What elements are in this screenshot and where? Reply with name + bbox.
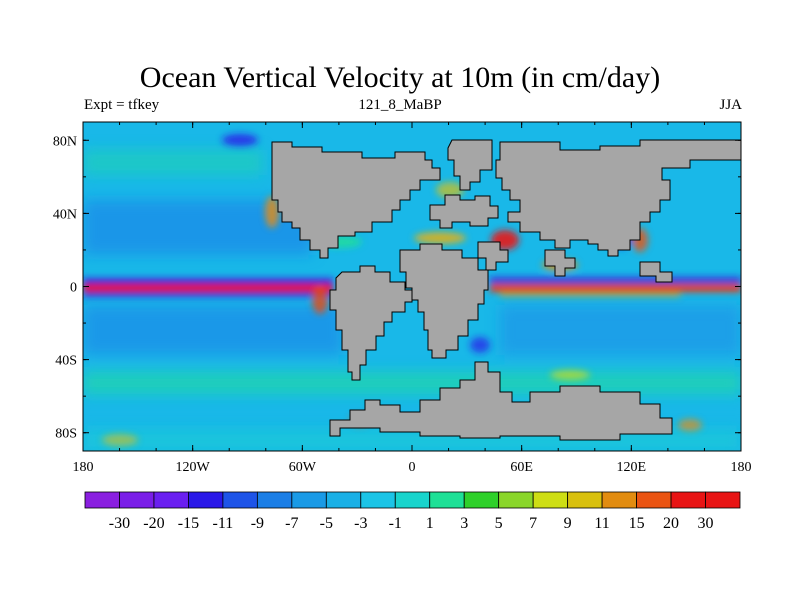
land-mask — [271, 139, 741, 441]
colorbar-box — [360, 491, 396, 509]
colorbar-label: -9 — [251, 515, 264, 532]
axis-ticks: 180 120W 60W 0 60E 120E 180 80N 40N 0 40S 80S — [53, 122, 752, 475]
season-label: JJA — [719, 97, 742, 113]
colorbar-box — [429, 491, 465, 509]
colorbar-label: 11 — [594, 515, 609, 532]
colorbar-box — [636, 491, 672, 509]
colorbar-box — [84, 491, 120, 509]
lon-tick-label: 180 — [73, 460, 94, 475]
colorbar-label: -5 — [320, 515, 333, 532]
landmass-eurasia — [495, 139, 741, 257]
colorbar-box — [498, 491, 534, 509]
colorbar-label: -11 — [213, 515, 234, 532]
landmass-arabia — [477, 241, 509, 271]
experiment-label: Expt = tfkey — [84, 97, 160, 113]
lat-tick-label: 80S — [55, 427, 77, 442]
colorbar-box — [222, 491, 258, 509]
landmass-greenland — [447, 139, 493, 191]
colorbar-label: -30 — [109, 515, 130, 532]
colorbar-label: -15 — [178, 515, 199, 532]
landmass-antarctica — [329, 361, 673, 441]
colorbar-box — [256, 491, 293, 509]
colorbar-box — [325, 491, 362, 509]
colorbar-label: -7 — [285, 515, 298, 532]
map-title: Ocean Vertical Velocity at 10m (in cm/da… — [139, 61, 661, 94]
lat-tick-label: 80N — [53, 134, 77, 149]
colorbar-box — [670, 491, 706, 509]
colorbar-label: 5 — [495, 515, 503, 532]
lon-tick-label: 60E — [510, 460, 533, 475]
lat-tick-label: 0 — [70, 281, 77, 296]
lon-tick-label: 60W — [289, 460, 317, 475]
landmass-south-america — [329, 265, 413, 381]
colorbar-label: -1 — [389, 515, 402, 532]
landmass-europe — [429, 194, 499, 229]
colorbar-label: 1 — [426, 515, 434, 532]
colorbar-label: 15 — [629, 515, 645, 532]
colorbar-label: 30 — [698, 515, 714, 532]
colorbar-box — [601, 491, 637, 509]
colorbar-box — [705, 491, 741, 509]
colorbar-box — [394, 491, 431, 509]
lon-tick-label: 0 — [409, 460, 416, 475]
lon-tick-label: 180 — [731, 460, 752, 475]
lon-tick-label: 120W — [176, 460, 211, 475]
velocity-field — [83, 122, 741, 451]
colorbar-label: -3 — [354, 515, 367, 532]
colorbar-label: 20 — [663, 515, 679, 532]
lat-tick-label: 40N — [53, 207, 77, 222]
colorbar-box — [463, 491, 500, 509]
colorbar-box — [291, 491, 327, 509]
period-label: 121_8_MaBP — [358, 97, 442, 113]
landmass-north-america — [271, 141, 441, 259]
landmass-southeast-asia — [639, 261, 673, 283]
colorbar-label: 7 — [529, 515, 537, 532]
colorbar-label: 9 — [564, 515, 572, 532]
colorbar-label: 3 — [460, 515, 468, 532]
colorbar-label: -20 — [143, 515, 164, 532]
colorbar: -30 -20 -15 -11 -9 -7 -5 -3 -1 1 3 5 7 9 11 15 20 30 — [84, 491, 741, 532]
landmass-india — [544, 249, 576, 277]
colorbar-box — [188, 491, 224, 509]
lat-tick-label: 40S — [55, 354, 77, 369]
colorbar-box — [532, 491, 569, 509]
colorbar-box — [119, 491, 155, 509]
colorbar-box — [153, 491, 189, 509]
colorbar-box — [567, 491, 603, 509]
landmass-africa — [399, 243, 489, 359]
lon-tick-label: 120E — [617, 460, 647, 475]
